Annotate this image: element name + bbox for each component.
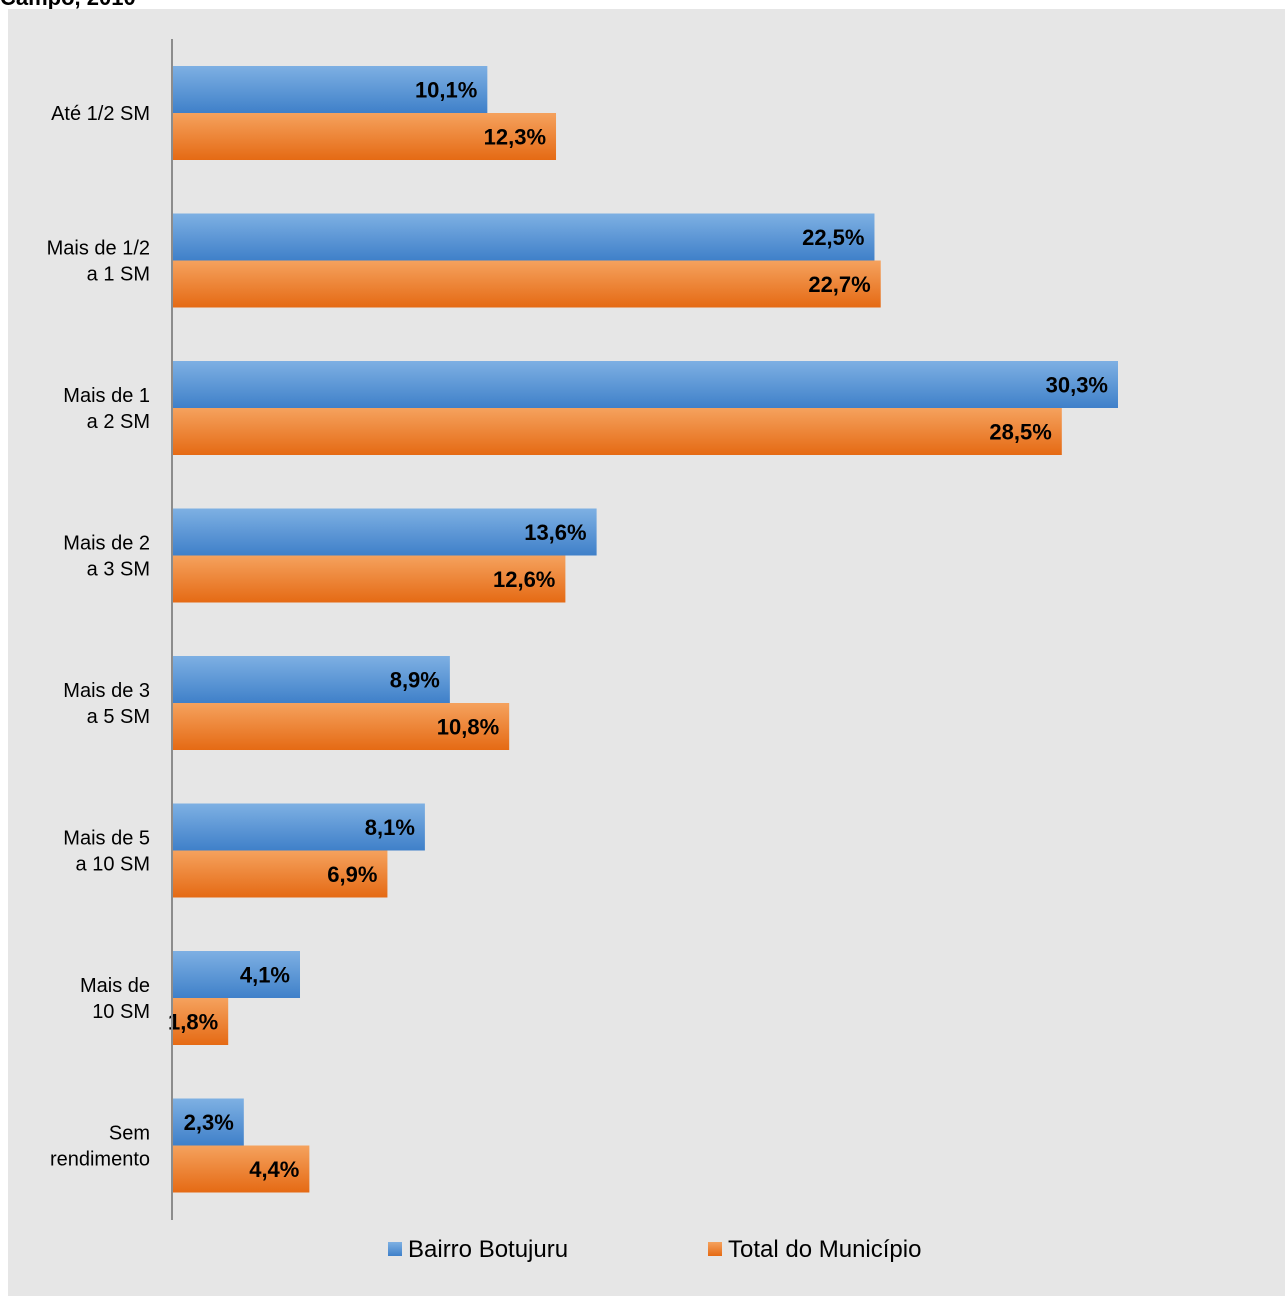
bar-total-municipio-1	[172, 260, 881, 308]
labels-group: 10,1% 12,3% Até 1/2 SM 22,5% 22,7% Mais de 1/…	[47, 78, 1108, 1183]
bar-bairro-botujuru-5	[172, 803, 425, 851]
category-label-0: Até 1/2 SM	[51, 103, 150, 125]
bar-total-municipio-7	[172, 1145, 310, 1193]
value-label-bairro-botujuru-6: 4,1%	[240, 963, 290, 988]
bar-bairro-botujuru-4	[172, 656, 450, 703]
bar-bairro-botujuru-0	[172, 66, 488, 113]
value-label-bairro-botujuru-2: 30,3%	[1046, 373, 1108, 398]
value-label-bairro-botujuru-7: 2,3%	[184, 1110, 234, 1135]
category-label-1: Mais de 1/2 a 1 SM	[47, 238, 150, 286]
value-label-total-municipio-4: 10,8%	[437, 715, 499, 740]
bar-total-municipio-4	[172, 703, 510, 750]
chart-title-fragment: Campo, 2010	[0, 0, 136, 10]
category-label-6: Mais de 10 SM	[80, 975, 150, 1023]
bar-total-municipio-0	[172, 113, 557, 160]
legend-swatch-total-municipio	[708, 1242, 722, 1256]
legend-swatch-bairro-botujuru	[388, 1242, 402, 1256]
bar-bairro-botujuru-2	[172, 361, 1118, 408]
value-label-bairro-botujuru-1: 22,5%	[802, 225, 864, 250]
value-label-total-municipio-5: 6,9%	[327, 862, 377, 887]
legend-label-bairro-botujuru: Bairro Botujuru	[408, 1236, 568, 1263]
bar-bairro-botujuru-1	[172, 213, 875, 261]
value-label-total-municipio-6: 1,8%	[168, 1010, 218, 1035]
legend-label-total-municipio: Total do Município	[728, 1236, 921, 1263]
value-label-bairro-botujuru-4: 8,9%	[390, 668, 440, 693]
bar-bairro-botujuru-6	[172, 951, 301, 998]
bar-total-municipio-2	[172, 408, 1062, 455]
bar-total-municipio-3	[172, 555, 566, 603]
bars-group	[172, 66, 1118, 1193]
bar-total-municipio-5	[172, 850, 388, 898]
value-label-total-municipio-1: 22,7%	[808, 272, 870, 297]
category-label-7: Sem rendimento	[50, 1123, 150, 1171]
value-label-total-municipio-7: 4,4%	[249, 1157, 299, 1182]
chart-panel: 10,1% 12,3% Até 1/2 SM 22,5% 22,7% Mais de 1/…	[8, 9, 1285, 1296]
bar-total-municipio-6	[172, 998, 229, 1045]
bar-chart: 10,1% 12,3% Até 1/2 SM 22,5% 22,7% Mais de 1/…	[47, 39, 1118, 1263]
value-label-bairro-botujuru-3: 13,6%	[524, 520, 586, 545]
value-label-total-municipio-2: 28,5%	[989, 420, 1051, 445]
value-label-total-municipio-3: 12,6%	[493, 567, 555, 592]
legend: Bairro Botujuru Total do Município	[388, 1236, 921, 1263]
bar-bairro-botujuru-3	[172, 508, 597, 556]
value-label-total-municipio-0: 12,3%	[484, 125, 546, 150]
value-label-bairro-botujuru-0: 10,1%	[415, 78, 477, 103]
bar-bairro-botujuru-7	[172, 1098, 244, 1146]
value-label-bairro-botujuru-5: 8,1%	[365, 815, 415, 840]
